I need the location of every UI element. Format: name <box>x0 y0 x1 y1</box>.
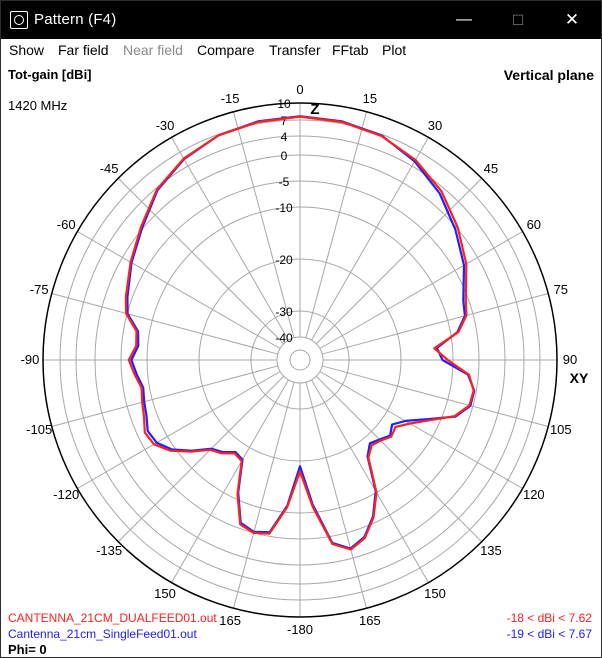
axis-xy-label: XY <box>570 370 589 386</box>
angle-label: 30 <box>428 118 442 133</box>
angle-label: 15 <box>363 91 377 106</box>
grid-spoke <box>319 371 523 489</box>
grid-spoke <box>117 177 285 345</box>
legend-series-2-range: -19 < dBi < 7.67 <box>506 627 592 641</box>
title-bar[interactable]: Pattern (F4) — ☐ ✕ <box>1 1 601 39</box>
outer-circle <box>42 102 558 618</box>
angle-label: 75 <box>554 282 568 297</box>
angle-label: 135 <box>480 543 502 558</box>
grid-spoke <box>77 231 281 349</box>
grid-spoke <box>77 371 281 489</box>
center-ring <box>289 349 311 371</box>
menu-show[interactable]: Show <box>9 42 45 58</box>
angle-label: -135 <box>96 543 122 558</box>
menu-transfer[interactable]: Transfer <box>269 42 321 58</box>
radial-label: 0 <box>281 149 288 163</box>
menu-far-field[interactable]: Far field <box>58 42 109 58</box>
angle-label: 165 <box>219 613 241 628</box>
grid-spoke <box>322 365 549 427</box>
grid-spoke <box>322 293 549 355</box>
angle-label: 0 <box>296 82 303 97</box>
minimize-button[interactable]: — <box>456 11 472 28</box>
radial-label: -30 <box>275 305 293 319</box>
angle-label: 90 <box>563 352 577 367</box>
angle-label: -30 <box>156 118 175 133</box>
grid-spoke <box>311 137 429 341</box>
legend-series-1-range: -18 < dBi < 7.62 <box>506 611 592 625</box>
menu-near-field[interactable]: Near field <box>123 42 183 58</box>
window-title: Pattern (F4) <box>34 11 117 28</box>
radial-label: 7 <box>281 114 288 128</box>
angle-label: -60 <box>57 217 76 232</box>
angle-label: -15 <box>221 91 240 106</box>
radial-label: -5 <box>279 175 290 189</box>
angle-label: -180 <box>287 622 313 637</box>
angle-label: -90 <box>21 352 40 367</box>
frequency-label: 1420 MHz <box>8 98 68 113</box>
grid-spoke <box>315 177 483 345</box>
phi-label: Phi= 0 <box>8 642 47 657</box>
grid-spoke <box>305 382 367 609</box>
grid-spoke <box>319 231 523 349</box>
grid-spoke <box>51 293 278 355</box>
polar-chart: 0 15 30 45 60 75 90 105 120 135 150 165 -180 165 150 -1… <box>21 82 589 637</box>
grid-spoke <box>311 379 429 583</box>
menu-plot[interactable]: Plot <box>382 42 407 58</box>
series-line-1 <box>124 115 475 551</box>
angle-label: 165 <box>359 613 381 628</box>
grid-spoke <box>117 375 285 543</box>
grid-spoke <box>51 365 278 427</box>
radial-label: 10 <box>277 97 291 111</box>
angle-label: -105 <box>26 422 52 437</box>
legend-series-1-name: CANTENNA_21CM_DUALFEED01.out <box>8 611 217 625</box>
angle-label: 105 <box>550 422 572 437</box>
axis-z-label: Z <box>310 101 319 118</box>
angle-label: -120 <box>53 487 79 502</box>
radial-label: -40 <box>275 331 293 345</box>
grid-spoke <box>233 111 295 338</box>
grid-spoke <box>171 137 289 341</box>
menu-fftab[interactable]: FFtab <box>332 42 369 58</box>
angle-label: 150 <box>154 586 176 601</box>
legend-series-2-name: Cantenna_21cm_SingleFeed01.out <box>8 627 197 641</box>
plane-label: Vertical plane <box>503 67 594 83</box>
plot-area: Tot-gain [dBi] 1420 MHz Vertical plane 0… <box>2 63 602 657</box>
grid-spoke <box>305 111 367 338</box>
radial-label: 4 <box>281 130 288 144</box>
angle-label: 120 <box>523 487 545 502</box>
quantity-label: Tot-gain [dBi] <box>8 67 92 82</box>
app-icon[interactable] <box>10 11 28 29</box>
angle-label: -75 <box>30 282 49 297</box>
grid-spoke <box>233 382 295 609</box>
grid-spoke <box>315 375 483 543</box>
radial-label: -20 <box>275 253 293 267</box>
angle-label: -45 <box>100 161 119 176</box>
angle-label: 60 <box>527 217 541 232</box>
menu-bar: Show Far field Near field Compare Transf… <box>1 39 601 63</box>
angle-label: 45 <box>484 161 498 176</box>
close-button[interactable]: ✕ <box>564 10 580 29</box>
menu-compare[interactable]: Compare <box>197 42 255 58</box>
grid-spoke <box>171 379 289 583</box>
maximize-button[interactable]: ☐ <box>511 12 525 28</box>
radial-label: -10 <box>275 201 293 215</box>
angle-label: 150 <box>424 586 446 601</box>
